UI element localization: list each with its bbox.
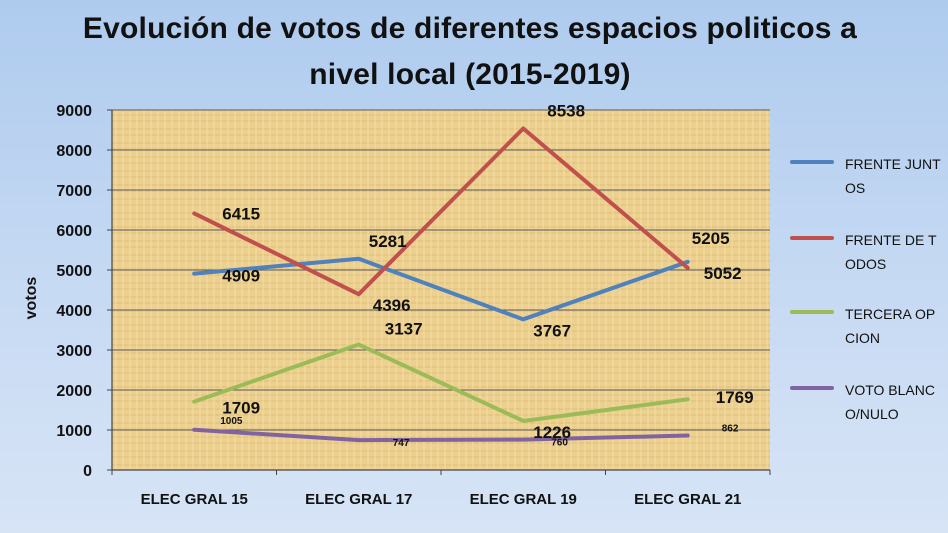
data-label: 3137 [385, 320, 423, 339]
data-labels: 4909 5281 3767 5205 6415 4396 8538 5052 1709 3137… [220, 101, 753, 449]
series-line [192, 427, 690, 443]
legend-swatch [790, 236, 834, 240]
data-label: 5281 [369, 232, 407, 251]
series-line [192, 342, 690, 423]
series-line [192, 126, 690, 297]
x-tick-label: ELEC GRAL 21 [634, 491, 741, 508]
y-tick-label: 9000 [56, 103, 92, 120]
x-tick-label: ELEC GRAL 19 [470, 491, 577, 508]
axes: 0 1000 2000 3000 4000 5000 6000 7000 8000 9000 ELE… [56, 103, 771, 508]
legend-label: VOTO BLANCO/NULO [845, 382, 935, 422]
data-label: 8538 [547, 101, 585, 120]
data-label: 1005 [220, 416, 243, 427]
legend-swatch [790, 160, 834, 164]
legend-swatch [790, 310, 834, 314]
data-label: 1226 [533, 423, 571, 442]
series-lines [192, 126, 690, 443]
data-label: 3767 [533, 321, 571, 340]
data-label: 1709 [222, 399, 260, 418]
x-tick-label: ELEC GRAL 17 [305, 491, 412, 508]
y-tick-label: 6000 [56, 223, 92, 240]
x-tick-label: ELEC GRAL 15 [141, 491, 248, 508]
legend-label: FRENTE DE TODOS [845, 232, 937, 272]
y-tick-label: 0 [83, 463, 92, 480]
data-label: 760 [551, 438, 568, 449]
y-tick-label: 2000 [56, 383, 92, 400]
chart-title: Evolución de votos de diferentes espacio… [82, 12, 858, 91]
data-label: 747 [393, 438, 410, 449]
series-line [192, 256, 690, 322]
y-tick-label: 7000 [56, 183, 92, 200]
data-label: 4396 [373, 296, 411, 315]
legend-swatch [790, 386, 834, 390]
y-tick-label: 4000 [56, 303, 92, 320]
y-tick-label: 1000 [56, 423, 92, 440]
data-label: 5052 [704, 264, 742, 283]
y-tick-label: 8000 [56, 143, 92, 160]
data-label: 6415 [222, 204, 260, 223]
legend-label: TERCERA OPCION [845, 306, 936, 346]
data-label: 862 [722, 424, 739, 435]
data-label: 4909 [222, 267, 260, 286]
y-tick-label: 3000 [56, 343, 92, 360]
legend-label: FRENTE JUNTOS [845, 156, 941, 196]
y-tick-label: 5000 [56, 263, 92, 280]
data-label: 1769 [716, 388, 754, 407]
data-label: 5205 [692, 229, 730, 248]
y-axis-label: votos [23, 277, 40, 320]
